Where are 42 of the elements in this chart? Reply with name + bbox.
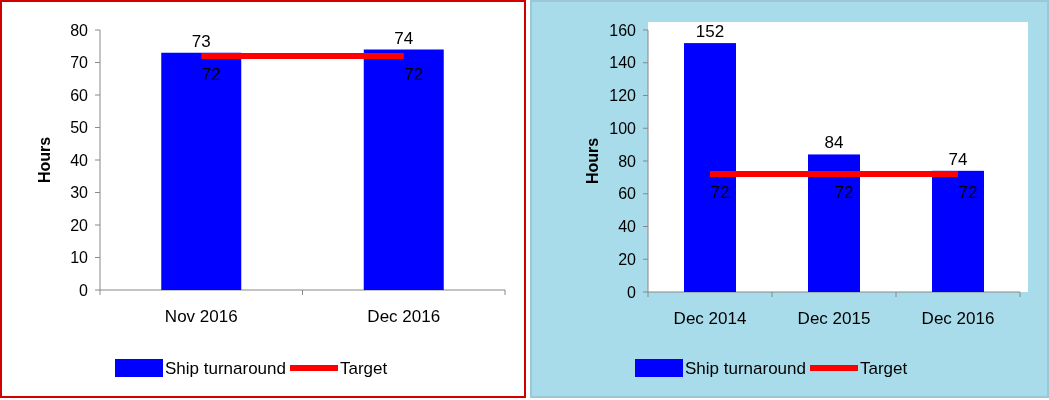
y-tick-label: 100 <box>609 119 637 137</box>
y-tick-label: 60 <box>70 86 89 104</box>
legend-label: Target <box>860 358 908 378</box>
data-label: 72 <box>710 183 730 203</box>
y-tick-label: 40 <box>618 218 637 236</box>
y-tick-label: 80 <box>618 152 637 170</box>
y-tick-label: 0 <box>79 281 89 299</box>
y-tick-label: 0 <box>627 283 637 301</box>
y-tick-label: 20 <box>618 250 637 268</box>
x-tick-label: Dec 2016 <box>921 309 995 328</box>
y-axis-title: Hours <box>584 137 601 185</box>
y-tick-label: 30 <box>70 184 89 202</box>
y-tick-label: 70 <box>70 54 89 72</box>
y-axis-title: Hours <box>36 136 53 184</box>
bar <box>684 43 736 292</box>
x-tick-label: Dec 2015 <box>797 309 871 328</box>
data-label: 73 <box>191 31 211 51</box>
x-tick-label: Nov 2016 <box>164 307 238 326</box>
data-label: 152 <box>695 22 725 42</box>
bar <box>932 170 984 292</box>
data-label: 72 <box>404 65 424 84</box>
data-label: 72 <box>958 183 978 203</box>
bar <box>808 154 860 292</box>
y-tick-label: 50 <box>70 119 89 137</box>
legend-label: Ship turnaround <box>165 358 286 378</box>
data-label: 84 <box>824 133 844 153</box>
y-tick-label: 140 <box>609 54 637 72</box>
data-label: 72 <box>201 65 221 84</box>
legend-label: Target <box>340 358 388 378</box>
y-tick-label: 160 <box>609 21 637 39</box>
y-tick-label: 80 <box>70 21 89 39</box>
x-tick-label: Dec 2016 <box>367 307 441 326</box>
data-label: 72 <box>834 183 854 203</box>
data-label: 74 <box>948 149 968 169</box>
y-tick-label: 120 <box>609 87 637 105</box>
y-tick-label: 10 <box>70 249 89 267</box>
data-label: 74 <box>394 28 414 48</box>
y-tick-label: 60 <box>618 185 637 203</box>
y-tick-label: 20 <box>70 216 89 234</box>
x-tick-label: Dec 2014 <box>673 309 747 328</box>
legend-label: Ship turnaround <box>685 358 806 378</box>
y-tick-label: 40 <box>70 151 89 169</box>
